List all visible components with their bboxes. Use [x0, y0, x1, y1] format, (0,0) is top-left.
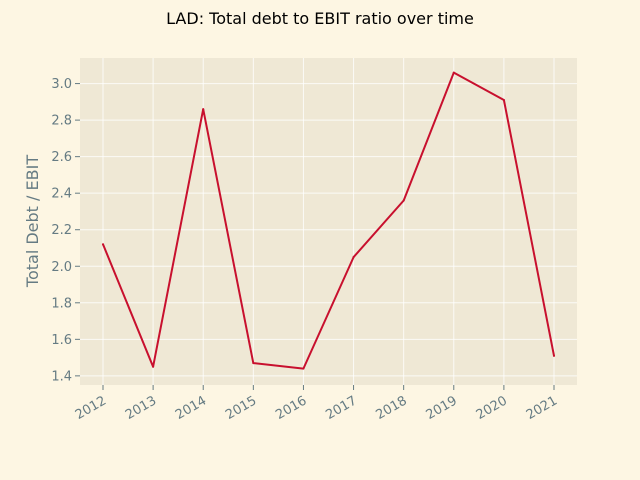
chart-title: LAD: Total debt to EBIT ratio over time — [166, 9, 474, 28]
data-point — [402, 199, 405, 202]
series-line — [102, 71, 555, 370]
x-tick-label: 2013 — [123, 393, 159, 423]
x-tick-label: 2018 — [374, 393, 410, 423]
x-tick-label: 2017 — [323, 393, 359, 423]
x-tick-label: 2015 — [223, 393, 259, 423]
data-point — [502, 99, 505, 102]
y-tick-label: 1.6 — [51, 333, 72, 348]
x-axis: 2012 2013 2014 2015 2016 2017 2018 2019 2020 2021 — [73, 385, 560, 423]
x-tick-label: 2021 — [524, 393, 560, 423]
x-tick-label: 2019 — [424, 393, 460, 423]
series-layer — [102, 71, 555, 370]
y-tick-label: 2.8 — [51, 114, 72, 129]
data-point — [252, 362, 255, 365]
data-point — [302, 367, 305, 370]
y-tick-label: 1.4 — [51, 369, 72, 384]
y-axis: 1.4 1.6 1.8 2.0 2.2 2.4 2.6 2.8 3.0 — [51, 77, 80, 384]
y-tick-label: 2.4 — [51, 187, 72, 202]
y-tick-label: 3.0 — [51, 77, 72, 92]
y-tick-label: 2.0 — [51, 260, 72, 275]
data-point — [102, 243, 104, 246]
data-point — [452, 71, 455, 74]
data-point — [152, 365, 155, 368]
y-tick-label: 2.6 — [51, 150, 72, 165]
x-tick-label: 2016 — [273, 393, 309, 423]
y-axis-label: Total Debt / EBIT — [23, 155, 42, 288]
y-tick-label: 1.8 — [51, 296, 72, 311]
x-tick-label: 2020 — [474, 393, 510, 423]
x-tick-label: 2012 — [73, 393, 109, 423]
y-grid — [80, 83, 577, 377]
data-point — [553, 354, 555, 357]
data-point — [202, 108, 205, 111]
data-point — [352, 256, 355, 259]
y-tick-label: 2.2 — [51, 223, 72, 238]
x-tick-label: 2014 — [173, 393, 209, 423]
plot-area — [80, 58, 577, 385]
